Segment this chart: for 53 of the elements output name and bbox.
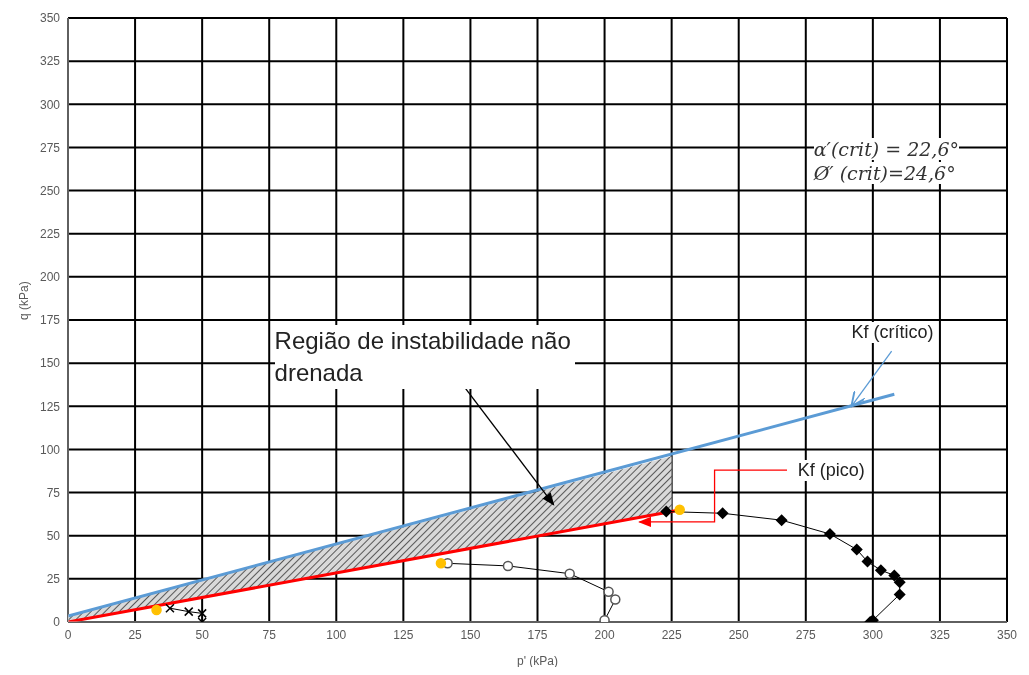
annotation: Kf (pico) (797, 459, 865, 481)
y-tick-label: 300 (39, 97, 61, 112)
x-tick-label: 225 (661, 627, 682, 642)
point (151, 604, 162, 616)
x-tick-label: 125 (393, 627, 414, 642)
y-tick-label: 50 (46, 528, 61, 543)
point (893, 576, 906, 589)
y-tick-label: 250 (39, 183, 61, 198)
x-tick-label: 0 (64, 627, 72, 642)
point (435, 558, 447, 569)
x-tick-label: 50 (195, 627, 210, 642)
point (674, 504, 685, 516)
y-tick-label: 0 (53, 615, 61, 630)
x-tick-label: 350 (996, 627, 1018, 642)
y-tick-label: 200 (39, 270, 61, 285)
x-tick-label: 275 (795, 627, 817, 642)
point (660, 505, 673, 518)
y-tick-label: 25 (46, 572, 61, 587)
point (888, 569, 901, 582)
annotation: Ø′ (crit)=24,6° (813, 162, 956, 185)
x-tick-label: 300 (862, 627, 884, 642)
y-tick-label: 150 (39, 356, 61, 371)
x-tick-label: 175 (527, 627, 548, 642)
y-tick-label: 75 (46, 485, 61, 500)
y-tick-label: 275 (39, 140, 61, 155)
x-tick-label: 75 (262, 627, 277, 642)
annotation: Região de instabilidade não drenada (274, 325, 575, 390)
y-tick-label: 100 (39, 442, 61, 457)
x-tick-label: 25 (128, 627, 143, 642)
point (165, 603, 175, 613)
point (716, 507, 729, 520)
y-tick-label: 175 (39, 313, 61, 328)
y-tick-label: 125 (39, 399, 61, 414)
y-axis-title: q (kPa) (17, 281, 32, 320)
point (861, 555, 874, 568)
x-axis-title: p' (kPa) (517, 654, 558, 668)
x-tick-label: 325 (929, 627, 951, 642)
y-tick-label: 325 (39, 54, 61, 69)
x-tick-label: 100 (326, 627, 347, 642)
y-tick-label: 225 (39, 226, 61, 241)
point (775, 514, 788, 527)
point (197, 608, 207, 619)
point (893, 588, 906, 601)
x-tick-label: 150 (460, 627, 481, 642)
point (183, 606, 194, 617)
annotation: α′(crit) = 22,6° (813, 138, 959, 161)
point (874, 564, 887, 577)
x-tick-label: 200 (594, 627, 615, 642)
x-tick-label: 250 (728, 627, 750, 642)
y-tick-label: 350 (39, 11, 61, 26)
point (850, 543, 863, 556)
point (823, 527, 836, 540)
annotation: Kf (crítico) (851, 321, 934, 343)
